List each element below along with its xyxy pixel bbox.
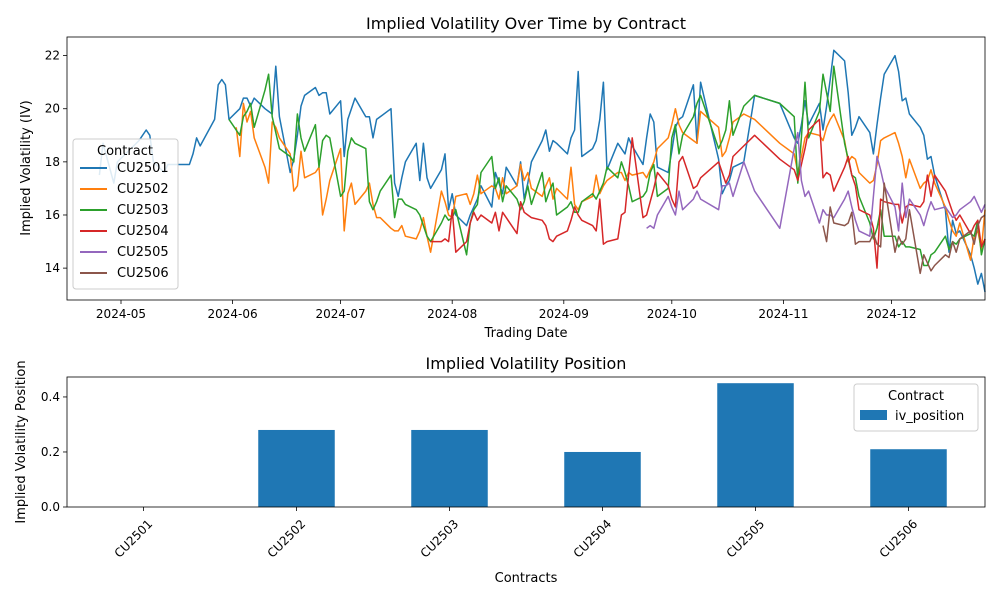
legend-label-cu2506: CU2506 xyxy=(117,266,169,281)
bar-cu2506 xyxy=(870,449,947,507)
bar-x-tick-label: CU2502 xyxy=(265,517,309,561)
bar-legend-label: iv_position xyxy=(895,409,964,424)
bar-y-tick-label: 0.4 xyxy=(41,390,60,404)
x-tick-label: 2024-10 xyxy=(647,307,697,321)
bar-x-tick-label: CU2506 xyxy=(877,517,921,561)
line-chart-title: Implied Volatility Over Time by Contract xyxy=(366,14,686,33)
bar-cu2504 xyxy=(564,451,641,507)
x-tick-label: 2024-11 xyxy=(758,307,808,321)
x-tick-label: 2024-09 xyxy=(539,307,589,321)
bar-x-tick-label: CU2504 xyxy=(571,517,615,561)
bar-cu2505 xyxy=(717,383,794,507)
series-line-cu2501 xyxy=(98,49,986,293)
bar-chart: Implied Volatility Position 0.0 0.2 0.4 CU2… xyxy=(14,354,986,586)
legend-label-cu2501: CU2501 xyxy=(117,161,169,176)
bar-x-tick-label: CU2501 xyxy=(112,517,156,561)
bar-cu2502 xyxy=(258,429,335,507)
y-tick-label: 18 xyxy=(45,155,60,169)
bar-chart-frame xyxy=(66,376,986,508)
line-chart-ylabel: Implied Volatility (IV) xyxy=(19,100,34,236)
legend-title: Contract xyxy=(97,144,153,159)
series-line-cu2505 xyxy=(646,131,986,237)
bar-chart-legend: Contract iv_position xyxy=(853,383,979,432)
y-tick-label: 22 xyxy=(45,49,60,63)
bar-x-tick-label: CU2503 xyxy=(418,517,462,561)
legend-label-cu2502: CU2502 xyxy=(117,182,169,197)
line-chart: Implied Volatility Over Time by Contract… xyxy=(19,14,986,341)
bar-group xyxy=(258,383,947,507)
legend-label-cu2505: CU2505 xyxy=(117,245,169,260)
bar-cu2503 xyxy=(411,429,488,507)
x-tick-label: 2024-08 xyxy=(427,307,477,321)
bar-x-tick-label: CU2505 xyxy=(724,517,768,561)
x-tick-label: 2024-12 xyxy=(866,307,916,321)
series-line-cu2502 xyxy=(235,102,986,261)
bar-legend-swatch xyxy=(860,410,887,420)
legend-label-cu2504: CU2504 xyxy=(117,224,169,239)
bar-chart-xlabel: Contracts xyxy=(495,571,558,586)
y-tick-label: 14 xyxy=(45,261,60,275)
y-tick-label: 20 xyxy=(45,102,60,116)
bar-y-tick-label: 0.0 xyxy=(41,500,60,514)
series-line-cu2504 xyxy=(430,118,986,269)
bar-chart-ylabel: Implied Volatility Position xyxy=(14,360,29,523)
series-line-cu2503 xyxy=(228,65,986,267)
line-series-group xyxy=(98,49,986,293)
y-tick-label: 16 xyxy=(45,208,60,222)
bar-chart-title: Implied Volatility Position xyxy=(426,354,627,373)
x-tick-label: 2024-06 xyxy=(208,307,258,321)
x-tick-label: 2024-05 xyxy=(96,307,146,321)
series-line-cu2506 xyxy=(822,182,986,275)
line-chart-xlabel: Trading Date xyxy=(484,326,568,341)
bar-legend-title: Contract xyxy=(888,389,944,404)
line-chart-legend: Contract CU2501 CU2502 CU2503 CU2504 CU2505 C… xyxy=(72,138,179,290)
legend-label-cu2503: CU2503 xyxy=(117,203,169,218)
line-chart-frame xyxy=(66,36,986,301)
bar-y-tick-label: 0.2 xyxy=(41,445,60,459)
x-tick-label: 2024-07 xyxy=(316,307,366,321)
